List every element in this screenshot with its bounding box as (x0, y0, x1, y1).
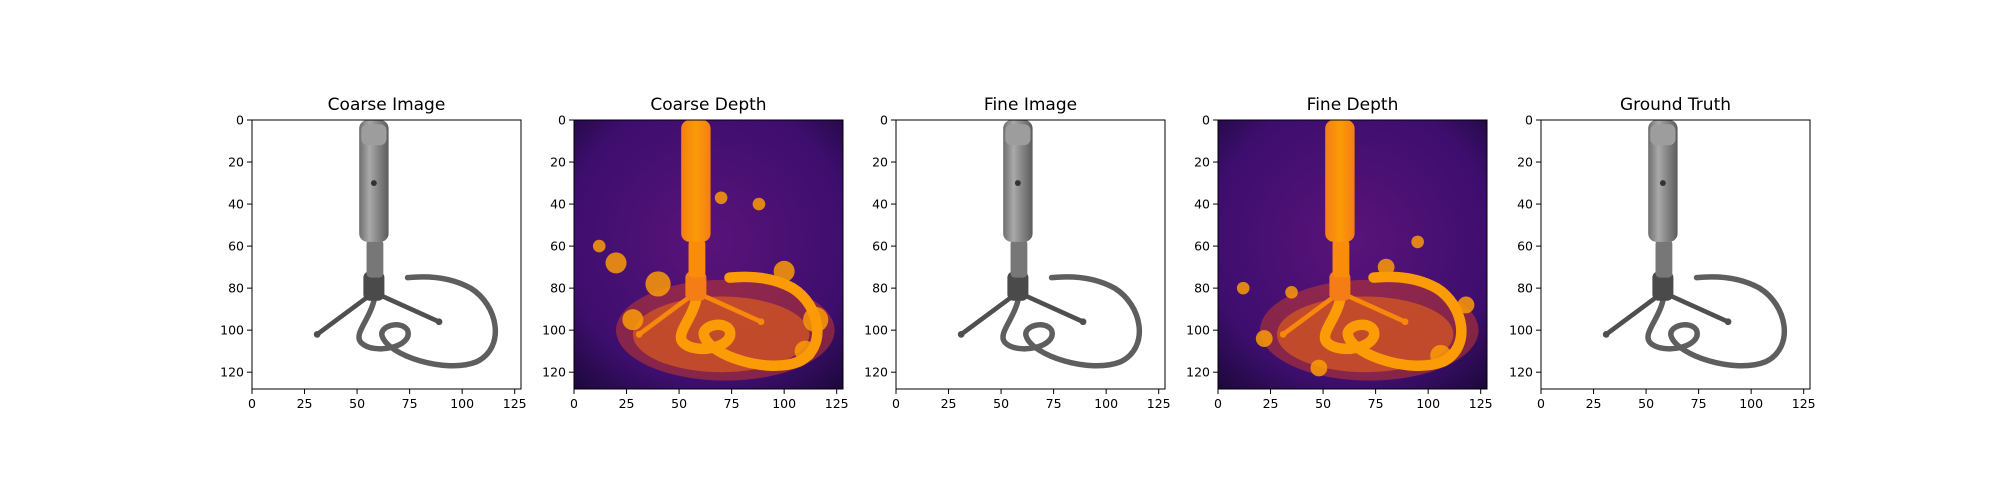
x-tick-label: 125 (1792, 396, 1816, 411)
y-tick-label: 20 (228, 155, 244, 170)
y-tick-label: 0 (558, 113, 566, 128)
panel-title: Ground Truth (1620, 95, 1731, 115)
y-tick-label: 40 (550, 197, 566, 212)
axes-frame (1540, 119, 1811, 390)
x-tick-label: 75 (1691, 396, 1707, 411)
y-tick-label: 100 (220, 323, 244, 338)
y-tick-label: 80 (1517, 281, 1533, 296)
x-tick-label: 50 (1315, 396, 1331, 411)
y-tick-label: 60 (228, 239, 244, 254)
y-tick-label: 100 (1186, 323, 1210, 338)
panel-title: Coarse Image (328, 95, 446, 115)
y-tick-label: 80 (872, 281, 888, 296)
y-tick-label: 40 (1194, 197, 1210, 212)
x-tick-label: 25 (1586, 396, 1602, 411)
depth-map (574, 120, 843, 389)
y-tick-label: 60 (1517, 239, 1533, 254)
x-tick-label: 0 (570, 396, 578, 411)
y-tick-label: 120 (220, 365, 244, 380)
y-tick-label: 20 (1194, 155, 1210, 170)
panel-title: Fine Image (984, 95, 1077, 115)
x-tick-label: 25 (1263, 396, 1279, 411)
x-tick-label: 0 (1537, 396, 1545, 411)
y-tick-label: 100 (542, 323, 566, 338)
rgb-image (896, 120, 1165, 389)
panel-title: Fine Depth (1307, 95, 1399, 115)
y-tick-label: 40 (872, 197, 888, 212)
y-tick-label: 20 (1517, 155, 1533, 170)
y-tick-label: 100 (1509, 323, 1533, 338)
y-tick-label: 0 (1525, 113, 1533, 128)
y-tick-label: 80 (228, 281, 244, 296)
y-tick-label: 120 (1186, 365, 1210, 380)
y-tick-label: 60 (550, 239, 566, 254)
y-tick-label: 120 (864, 365, 888, 380)
y-tick-label: 0 (880, 113, 888, 128)
panel-5: Ground Truth 0 25 50 75 100 125 0 20 40 60 80 100 120 (1509, 95, 1815, 411)
x-tick-label: 100 (1094, 396, 1118, 411)
x-tick-label: 25 (297, 396, 313, 411)
axes-frame (895, 119, 1166, 390)
x-tick-label: 50 (993, 396, 1009, 411)
panel-title: Coarse Depth (650, 95, 766, 115)
x-tick-label: 75 (724, 396, 740, 411)
x-tick-label: 0 (892, 396, 900, 411)
x-tick-label: 125 (503, 396, 527, 411)
x-tick-label: 75 (1046, 396, 1062, 411)
axes-frame (251, 119, 522, 390)
x-tick-label: 125 (1469, 396, 1493, 411)
x-tick-label: 0 (1214, 396, 1222, 411)
y-tick-label: 60 (872, 239, 888, 254)
x-tick-label: 0 (248, 396, 256, 411)
x-tick-label: 100 (450, 396, 474, 411)
depth-map (1218, 120, 1487, 389)
axes-frame (1217, 119, 1488, 390)
y-tick-label: 20 (872, 155, 888, 170)
rgb-image (1541, 120, 1810, 389)
rgb-image (252, 120, 521, 389)
y-tick-label: 120 (542, 365, 566, 380)
x-tick-label: 100 (1739, 396, 1763, 411)
x-tick-label: 50 (671, 396, 687, 411)
y-tick-label: 100 (864, 323, 888, 338)
panel-3: Fine Image 0 25 50 75 100 125 0 20 40 60 80 100 120 (864, 95, 1170, 411)
x-tick-label: 125 (825, 396, 849, 411)
y-tick-label: 80 (1194, 281, 1210, 296)
y-tick-label: 120 (1509, 365, 1533, 380)
y-tick-label: 80 (550, 281, 566, 296)
x-tick-label: 100 (772, 396, 796, 411)
y-tick-label: 20 (550, 155, 566, 170)
axes-frame (573, 119, 844, 390)
x-tick-label: 50 (1638, 396, 1654, 411)
panel-2: Coarse Depth 0 25 50 75 100 125 0 20 40 60 80 100 120 (542, 95, 848, 411)
x-tick-label: 25 (941, 396, 957, 411)
x-tick-label: 75 (1368, 396, 1384, 411)
x-tick-label: 100 (1416, 396, 1440, 411)
x-tick-label: 50 (349, 396, 365, 411)
y-tick-label: 40 (1517, 197, 1533, 212)
y-tick-label: 0 (1202, 113, 1210, 128)
x-tick-label: 125 (1147, 396, 1171, 411)
panel-1: Coarse Image 0 25 50 75 100 125 0 20 40 60 80 100 120 (220, 95, 526, 411)
y-tick-label: 40 (228, 197, 244, 212)
y-tick-label: 60 (1194, 239, 1210, 254)
panel-4: Fine Depth 0 25 50 75 100 125 0 20 40 60 80 100 120 (1186, 95, 1492, 411)
x-tick-label: 75 (402, 396, 418, 411)
x-tick-label: 25 (619, 396, 635, 411)
y-tick-label: 0 (236, 113, 244, 128)
